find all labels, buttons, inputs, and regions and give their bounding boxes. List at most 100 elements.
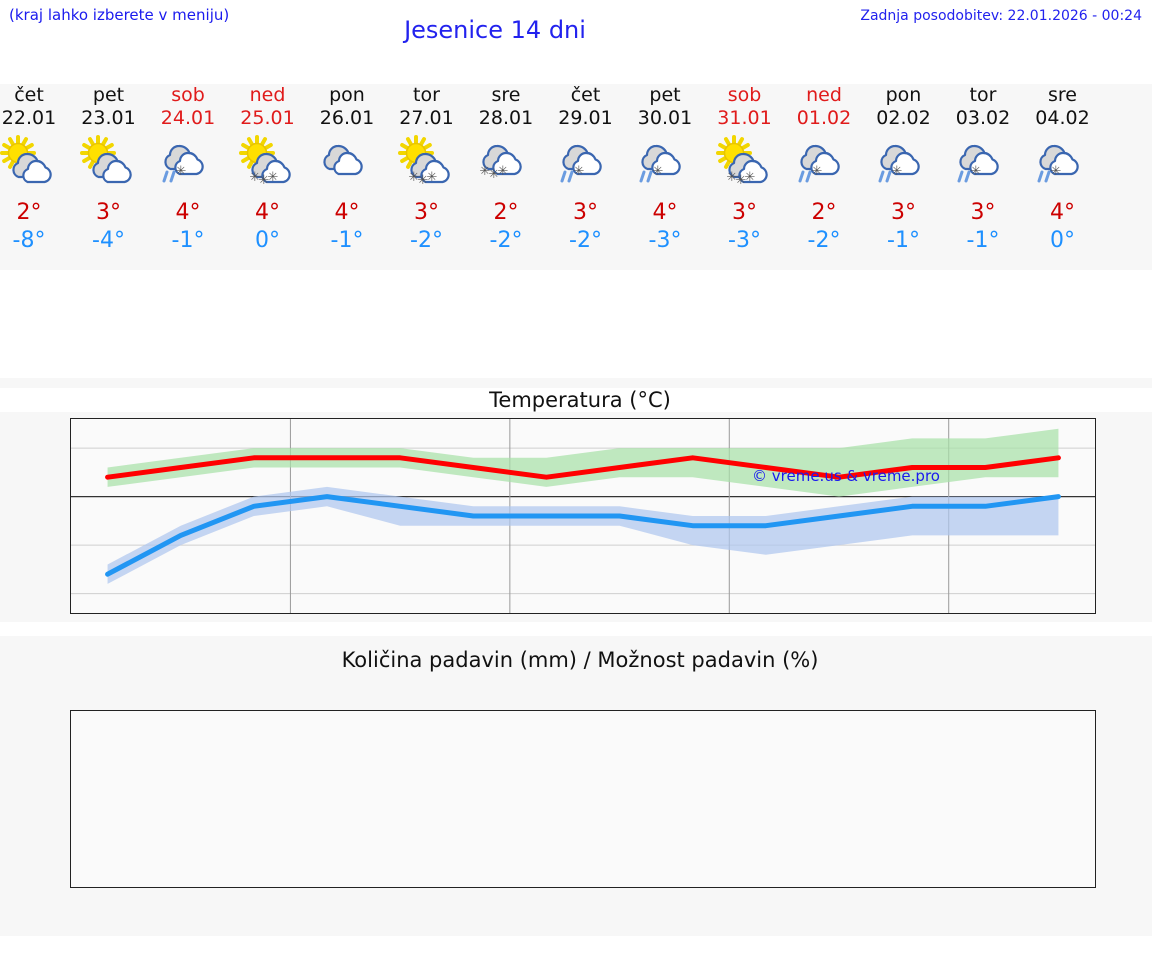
day-column[interactable]: ned 01.02 ✳ 2° -2°	[785, 84, 863, 255]
svg-text:✳: ✳	[726, 170, 737, 185]
weather-cloud-rain-snow-icon: ✳	[785, 133, 863, 195]
weather-sun-cloud-snow-icon: ✳ ✳ ✳	[706, 133, 784, 195]
temp-high: 2°	[493, 200, 519, 225]
day-date: 27.01	[399, 107, 454, 129]
temp-high: 2°	[16, 200, 42, 225]
svg-text:✳: ✳	[573, 164, 584, 179]
day-date: 02.02	[876, 107, 931, 129]
day-column[interactable]: pon 02.02 ✳ 3° -1°	[865, 84, 943, 255]
temp-low: 0°	[1050, 228, 1075, 253]
page-title: Jesenice 14 dni	[404, 16, 586, 44]
temp-low: -8°	[12, 228, 46, 253]
weather-cloud-rain-snow-icon: ✳	[149, 133, 227, 195]
temp-low: -2°	[489, 228, 523, 253]
temp-high: 3°	[96, 200, 121, 225]
day-column[interactable]: tor 27.01 ✳ ✳ ✳ 3° -2°	[388, 84, 466, 255]
temperature-chart-svg	[71, 419, 1095, 613]
weather-sun-cloud-icon	[70, 133, 148, 195]
day-date: 29.01	[558, 107, 613, 129]
weather-cloud-rain-snow-icon: ✳	[865, 133, 943, 195]
day-column[interactable]: sre 28.01 ✳ ✳ ✳ 2° -2°	[467, 84, 545, 255]
day-of-week: pon	[329, 84, 365, 106]
day-date: 30.01	[637, 107, 693, 129]
weather-cloud-rain-snow-icon: ✳	[1024, 133, 1102, 195]
temp-low: -1°	[330, 228, 364, 253]
svg-text:✳: ✳	[249, 170, 260, 185]
day-of-week: tor	[969, 84, 997, 106]
day-date: 24.01	[160, 107, 216, 129]
weather-cloud-icon	[308, 133, 386, 195]
temp-high: 3°	[732, 200, 757, 225]
svg-text:✳: ✳	[426, 170, 437, 185]
svg-text:✳: ✳	[971, 164, 982, 179]
temp-low: -3°	[728, 228, 761, 253]
temp-high: 2°	[811, 200, 837, 225]
day-column[interactable]: tor 03.02 ✳ 3° -1°	[944, 84, 1022, 255]
temp-high: 3°	[573, 200, 598, 225]
temp-high: 3°	[970, 200, 996, 225]
day-column[interactable]: čet 22.01 2° -8°	[0, 84, 68, 255]
day-date: 03.02	[955, 107, 1011, 129]
daily-forecast-strip: čet 22.01 2° -8° pet 23.01 3° -4° sob 24.01 ✳ 4° -1°…	[0, 84, 1152, 270]
temp-low: -4°	[92, 228, 125, 253]
day-column[interactable]: sre 04.02 ✳ 4° 0°	[1024, 84, 1102, 255]
temperature-plot-area	[70, 418, 1096, 614]
day-date: 04.02	[1035, 107, 1090, 129]
temp-low: -2°	[410, 228, 443, 253]
day-column[interactable]: pet 30.01 ✳ 4° -3°	[626, 84, 704, 255]
day-column[interactable]: pet 23.01 3° -4°	[70, 84, 148, 255]
temp-low: -2°	[569, 228, 602, 253]
temp-high: 4°	[255, 200, 280, 225]
temp-low: 0°	[255, 228, 280, 253]
temp-low: -2°	[807, 228, 841, 253]
temperature-chart-title: Temperatura (°C)	[0, 388, 1152, 412]
day-of-week: sob	[727, 84, 762, 106]
day-of-week: pet	[649, 84, 681, 106]
temp-high: 4°	[175, 200, 201, 225]
weather-cloud-rain-snow-icon: ✳	[547, 133, 625, 195]
day-of-week: ned	[806, 84, 842, 106]
day-column[interactable]: čet 29.01 ✳ 3° -2°	[547, 84, 625, 255]
temp-low: -1°	[171, 228, 205, 253]
svg-text:✳: ✳	[498, 164, 509, 179]
precipitation-chart-title: Količina padavin (mm) / Možnost padavin …	[341, 648, 819, 672]
svg-text:✳: ✳	[480, 164, 491, 179]
day-of-week: tor	[413, 84, 440, 106]
svg-text:✳: ✳	[176, 164, 187, 179]
svg-text:✳: ✳	[744, 170, 755, 185]
day-date: 26.01	[319, 107, 375, 129]
temp-high: 3°	[414, 200, 439, 225]
day-column[interactable]: ned 25.01 ✳ ✳ ✳ 4° 0°	[229, 84, 307, 255]
top-bar: (kraj lahko izberete v meniju) Jesenice …	[0, 0, 1152, 62]
svg-text:✳: ✳	[812, 164, 823, 179]
copyright-label: © vreme.us & vreme.pro	[752, 467, 940, 485]
weather-sun-cloud-snow-icon: ✳ ✳ ✳	[229, 133, 307, 195]
svg-text:✳: ✳	[735, 173, 746, 188]
day-column[interactable]: sob 24.01 ✳ 4° -1°	[149, 84, 227, 255]
day-of-week: sob	[171, 84, 205, 106]
day-date: 01.02	[796, 107, 852, 129]
temp-high: 4°	[652, 200, 678, 225]
temp-low: -1°	[966, 228, 1000, 253]
day-of-week: ned	[249, 84, 286, 106]
day-date: 31.01	[717, 107, 772, 129]
day-column[interactable]: pon 26.01 4° -1°	[308, 84, 386, 255]
day-column[interactable]: sob 31.01 ✳ ✳ ✳ 3° -3°	[706, 84, 784, 255]
svg-text:✳: ✳	[1050, 164, 1061, 179]
day-of-week: sre	[491, 84, 521, 106]
svg-text:✳: ✳	[267, 170, 278, 185]
temp-low: -1°	[887, 228, 920, 253]
weather-cloud-snow-icon: ✳ ✳ ✳	[467, 133, 545, 195]
svg-text:✳: ✳	[258, 173, 269, 188]
day-of-week: čet	[570, 84, 601, 106]
day-date: 28.01	[478, 107, 534, 129]
weather-sun-cloud-snow-icon: ✳ ✳ ✳	[388, 133, 466, 195]
day-of-week: čet	[14, 84, 44, 106]
temp-high: 3°	[891, 200, 916, 225]
day-of-week: sre	[1048, 84, 1077, 106]
svg-text:✳: ✳	[653, 164, 664, 179]
day-of-week: pon	[885, 84, 922, 106]
day-date: 22.01	[1, 107, 57, 129]
temp-high: 4°	[1050, 200, 1075, 225]
